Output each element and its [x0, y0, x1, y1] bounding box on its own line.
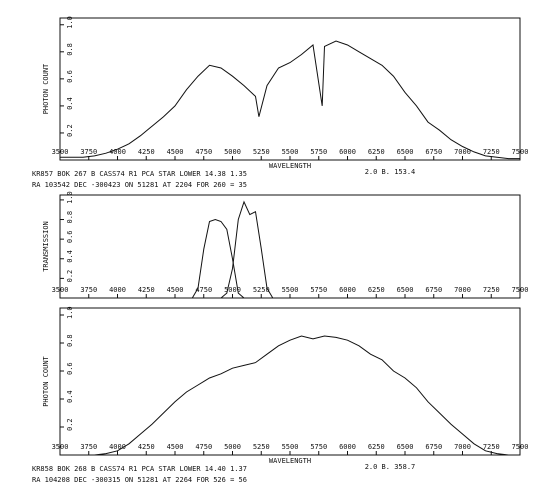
x-tick-label: 3750 — [80, 148, 97, 156]
x-tick-label: 5000 — [224, 443, 241, 451]
x-tick-label: 7000 — [454, 286, 471, 294]
x-tick-label: 4250 — [138, 443, 155, 451]
x-tick-label: 5000 — [224, 286, 241, 294]
x-tick-label: 3500 — [52, 286, 69, 294]
x-tick-label: 5500 — [282, 286, 299, 294]
spectrum-line — [60, 40, 520, 160]
x-tick-label: 6750 — [425, 286, 442, 294]
x-tick-label: 3500 — [52, 148, 69, 156]
y-tick-label: 0.2 — [66, 418, 74, 431]
y-tick-label: 0.6 — [66, 230, 74, 243]
x-tick-label: 7500 — [512, 148, 529, 156]
x-tick-label: 5750 — [310, 148, 327, 156]
y-tick-label: 0.8 — [66, 334, 74, 347]
spectrum-line — [220, 200, 274, 299]
x-tick-label: 5250 — [253, 443, 270, 451]
y-tick-label: 0.4 — [66, 97, 74, 110]
plot-frame — [59, 194, 521, 299]
x-tick-label: 7250 — [483, 148, 500, 156]
x-tick-label: 5500 — [282, 148, 299, 156]
caption-line: KR857 BOK 267 B CASS74 R1 PCA STAR LOWER… — [32, 170, 247, 178]
y-tick-label: 0.6 — [66, 362, 74, 375]
x-tick-label: 7500 — [512, 286, 529, 294]
x-tick-label: 4250 — [138, 286, 155, 294]
caption-line: RA 103542 DEC -300423 ON 51281 AT 2204 F… — [32, 181, 247, 189]
x-tick-label: 6000 — [339, 286, 356, 294]
x-tick-label: 7000 — [454, 148, 471, 156]
x-tick-label: 3500 — [52, 443, 69, 451]
y-tick-label: 0.2 — [66, 124, 74, 137]
x-axis-note: 2.0 B. 153.4 — [365, 168, 416, 176]
caption-line: RA 104208 DEC -300315 ON 51281 AT 2264 F… — [32, 476, 247, 484]
x-tick-label: 3750 — [80, 286, 97, 294]
x-tick-label: 6500 — [397, 148, 414, 156]
x-axis-note: 2.0 B. 358.7 — [365, 463, 416, 471]
x-tick-label: 4500 — [167, 443, 184, 451]
x-tick-label: 6500 — [397, 443, 414, 451]
spectrum-line — [60, 335, 520, 456]
x-tick-label: 5250 — [253, 286, 270, 294]
x-tick-label: 6250 — [368, 286, 385, 294]
spectrum-line — [191, 218, 245, 299]
x-axis-label: WAVELENGTH — [269, 457, 311, 465]
plot-frame — [59, 17, 521, 161]
x-tick-label: 6500 — [397, 286, 414, 294]
x-tick-label: 6250 — [368, 443, 385, 451]
x-tick-label: 7000 — [454, 443, 471, 451]
y-tick-label: 0.4 — [66, 390, 74, 403]
y-tick-label: 1.0 — [66, 16, 74, 29]
y-tick-label: 1.0 — [66, 191, 74, 204]
y-tick-label: 0.8 — [66, 211, 74, 224]
plot-frame — [59, 307, 521, 456]
y-axis-label: PHOTON COUNT — [42, 63, 50, 114]
x-tick-label: 4750 — [195, 286, 212, 294]
x-tick-label: 7250 — [483, 286, 500, 294]
y-tick-label: 0.2 — [66, 270, 74, 283]
x-axis-label: WAVELENGTH — [269, 162, 311, 170]
x-tick-label: 3750 — [80, 443, 97, 451]
x-tick-label: 5000 — [224, 148, 241, 156]
y-tick-label: 0.6 — [66, 70, 74, 83]
x-tick-label: 4500 — [167, 286, 184, 294]
y-tick-label: 1.0 — [66, 306, 74, 319]
y-tick-label: 0.8 — [66, 43, 74, 56]
y-axis-label: PHOTON COUNT — [42, 355, 50, 406]
x-tick-label: 6750 — [425, 443, 442, 451]
x-tick-label: 5500 — [282, 443, 299, 451]
x-tick-label: 6750 — [425, 148, 442, 156]
x-tick-label: 5750 — [310, 443, 327, 451]
x-tick-label: 4000 — [109, 286, 126, 294]
x-tick-label: 4750 — [195, 443, 212, 451]
y-axis-label: TRANSMISSION — [42, 221, 50, 272]
x-tick-label: 6000 — [339, 148, 356, 156]
x-tick-label: 6250 — [368, 148, 385, 156]
x-tick-label: 5750 — [310, 286, 327, 294]
x-tick-label: 4250 — [138, 148, 155, 156]
x-tick-label: 6000 — [339, 443, 356, 451]
x-tick-label: 4500 — [167, 148, 184, 156]
x-tick-label: 7250 — [483, 443, 500, 451]
x-tick-label: 7500 — [512, 443, 529, 451]
x-tick-label: 4750 — [195, 148, 212, 156]
x-tick-label: 5250 — [253, 148, 270, 156]
x-tick-label: 4000 — [109, 443, 126, 451]
y-tick-label: 0.4 — [66, 250, 74, 263]
x-tick-label: 4000 — [109, 148, 126, 156]
caption-line: KR858 BOK 268 B CASS74 R1 PCA STAR LOWER… — [32, 465, 247, 473]
